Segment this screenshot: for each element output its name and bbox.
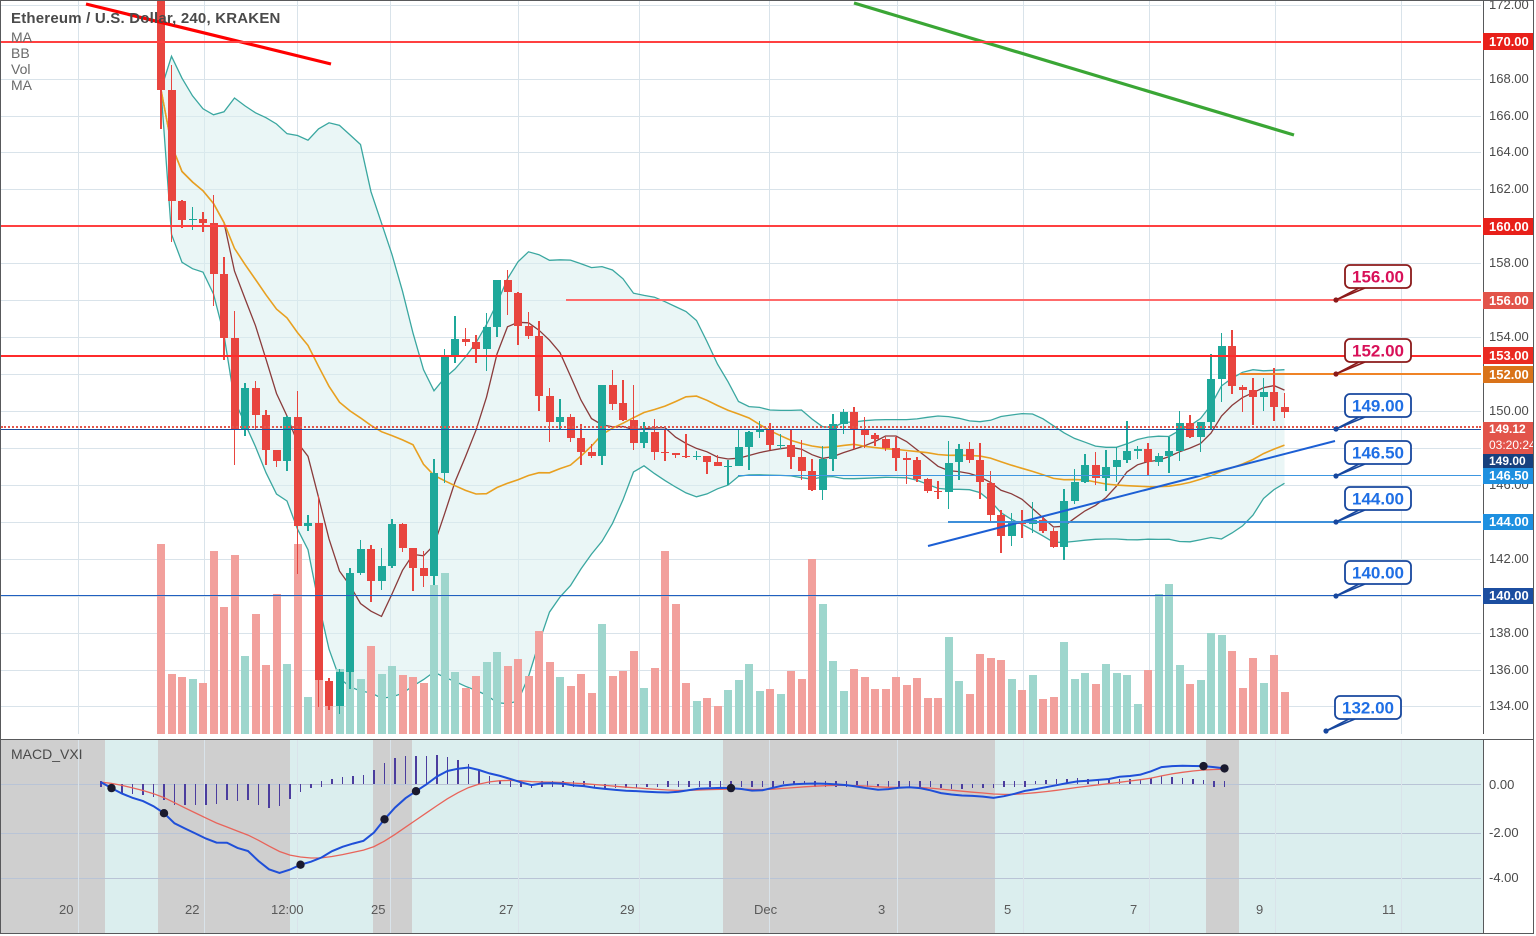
svg-text:146.50: 146.50: [1352, 443, 1404, 462]
svg-text:144.00: 144.00: [1352, 489, 1404, 508]
svg-text:152.00: 152.00: [1352, 342, 1404, 361]
svg-text:149.00: 149.00: [1352, 397, 1404, 416]
svg-text:140.00: 140.00: [1352, 563, 1404, 582]
svg-text:156.00: 156.00: [1352, 268, 1404, 287]
svg-text:132.00: 132.00: [1342, 699, 1394, 718]
